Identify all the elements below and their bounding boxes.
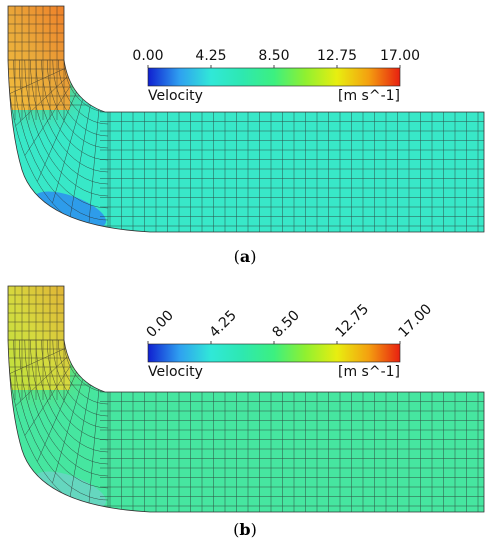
caption-b: (b) (233, 520, 257, 539)
outer-corner-field (33, 471, 107, 509)
colorbar-tick-label: 0.00 (132, 48, 163, 64)
caption-a: (a) (233, 247, 257, 266)
domain-outline (7, 285, 485, 513)
colorbar (147, 67, 401, 87)
outer-corner-field (33, 191, 107, 229)
colorbar-tick-label: 17.00 (396, 301, 436, 341)
flow-domain (8, 6, 484, 232)
panel-a: 0.00 4.25 8.50 12.75 17.00 Velocity [m s^-1] (… (7, 5, 485, 266)
colorbar-unit: [m s^-1] (338, 88, 400, 104)
colorbar-tick-label: 12.75 (317, 48, 357, 64)
colorbar-tick-label: 4.25 (195, 48, 226, 64)
domain-outline (7, 5, 485, 233)
colorbar-tick-label: 8.50 (270, 307, 303, 340)
colorbar-unit: [m s^-1] (338, 364, 400, 380)
colorbar-tick-label: 0.00 (144, 307, 177, 340)
panel-b: 0.00 4.25 8.50 12.75 17.00 Velocity [m s^-1] (… (0, 280, 490, 550)
velocity-contour-plot-b: 0.00 4.25 8.50 12.75 17.00 Velocity [m s^-1] (7, 285, 485, 513)
colorbar-tick-label: 8.50 (258, 48, 289, 64)
colorbar-tick-label: 12.75 (333, 301, 373, 341)
velocity-contour-plot-a: 0.00 4.25 8.50 12.75 17.00 Velocity [m s^-1] (7, 5, 485, 233)
colorbar-tick-label: 17.00 (380, 48, 420, 64)
colorbar-title: Velocity (148, 88, 203, 104)
mesh-grid (8, 286, 484, 512)
colorbar (147, 343, 401, 363)
colorbar-tick-label: 4.25 (207, 307, 240, 340)
colorbar-title: Velocity (148, 364, 203, 380)
